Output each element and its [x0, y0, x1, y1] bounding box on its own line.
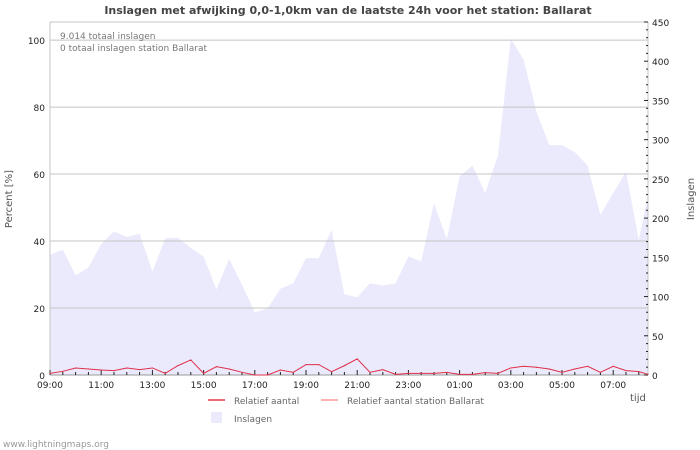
relatief-aantal-point — [49, 372, 51, 374]
relatief-aantal-point — [331, 371, 333, 373]
x-tick-label: 05:00 — [549, 381, 575, 391]
x-tick-label: 11:00 — [88, 381, 114, 391]
legend: Relatief aantal Relatief aantal station … — [208, 397, 484, 425]
relatief-aantal-point — [279, 369, 281, 371]
relatief-aantal-point — [305, 364, 307, 366]
relatief-aantal-point — [215, 366, 217, 368]
relatief-aantal-point — [241, 371, 243, 373]
relatief-aantal-point — [151, 367, 153, 369]
relatief-aantal-point — [510, 367, 512, 369]
x-tick-label: 17:00 — [242, 381, 268, 391]
relatief-aantal-point — [446, 371, 448, 373]
relatief-aantal-point — [75, 367, 77, 369]
relatief-aantal-point — [484, 372, 486, 374]
relatief-aantal-point — [177, 365, 179, 367]
relatief-aantal-point — [382, 369, 384, 371]
relatief-aantal-point — [395, 373, 397, 375]
x-tick-label: 13:00 — [139, 381, 165, 391]
relatief-aantal-point — [343, 365, 345, 367]
relatief-aantal-line — [49, 358, 649, 376]
x-axis-label: tijd — [630, 393, 646, 404]
y-left-tick-label: 100 — [28, 37, 45, 47]
y-right-tick-label: 150 — [652, 254, 669, 264]
y-right-tick-label: 450 — [652, 19, 669, 29]
y-right-label: Inslagen — [686, 178, 697, 220]
y-left-tick-label: 60 — [34, 171, 46, 181]
relatief-aantal-point — [625, 370, 627, 372]
footer-credit: www.lightningmaps.org — [3, 440, 109, 450]
y-right-tick-label: 0 — [652, 372, 658, 382]
y-right-tick-label: 400 — [652, 58, 669, 68]
relatief-aantal-point — [164, 372, 166, 374]
relatief-aantal-point — [318, 364, 320, 366]
relatief-aantal-point — [100, 369, 102, 371]
relatief-aantal-point — [62, 370, 64, 372]
relatief-aantal-point — [356, 358, 358, 360]
y-right-tick-label: 100 — [652, 294, 669, 304]
plot-area: 0 20 40 60 80 100 0 50 100 150 200 250 300 350 400 450 0… — [28, 19, 670, 391]
relatief-aantal-point — [561, 371, 563, 373]
relatief-aantal-point — [228, 368, 230, 370]
relatief-aantal-point — [647, 373, 649, 375]
relatief-aantal-point — [638, 371, 640, 373]
relatief-aantal-point — [523, 365, 525, 367]
annotation-station: 0 totaal inslagen station Ballarat — [60, 44, 208, 54]
y-right-tick-label: 350 — [652, 97, 669, 107]
inslagen-area — [50, 38, 648, 376]
y-right-tick-label: 250 — [652, 176, 669, 186]
y-right-tick-label: 200 — [652, 215, 669, 225]
x-tick-label: 09:00 — [37, 381, 63, 391]
x-tick-label: 01:00 — [447, 381, 473, 391]
relatief-aantal-point — [190, 359, 192, 361]
legend-label-inslagen: Inslagen — [234, 415, 272, 425]
x-tick-label: 03:00 — [498, 381, 524, 391]
relatief-aantal-point — [113, 370, 115, 372]
relatief-aantal-point — [471, 373, 473, 375]
relatief-aantal-point — [203, 372, 205, 374]
x-tick-label: 07:00 — [600, 381, 626, 391]
y-left-tick-label: 0 — [39, 372, 45, 382]
relatief-aantal-point — [599, 371, 602, 373]
relatief-aantal-point — [420, 372, 422, 374]
relatief-aantal-point — [87, 368, 89, 370]
y-left-tick-label: 20 — [34, 305, 46, 315]
relatief-aantal-point — [407, 372, 409, 374]
relatief-aantal-point — [587, 365, 589, 367]
relatief-aantal-point — [548, 368, 550, 370]
x-tick-label: 21:00 — [344, 381, 370, 391]
y-left-tick-label: 40 — [34, 238, 46, 248]
y-left-label: Percent [%] — [4, 170, 15, 228]
x-tick-label: 23:00 — [395, 381, 421, 391]
relatief-aantal-point — [292, 371, 294, 373]
relatief-aantal-point — [433, 372, 435, 374]
y-right-tick-label: 300 — [652, 137, 669, 147]
relatief-aantal-point — [497, 372, 499, 374]
y-left-tick-label: 80 — [34, 104, 46, 114]
legend-label-station: Relatief aantal station Ballarat — [347, 397, 484, 407]
relatief-aantal-point — [459, 373, 461, 375]
relatief-aantal-point — [369, 371, 371, 373]
relatief-aantal-point — [612, 365, 614, 367]
relatief-aantal-point — [267, 374, 269, 376]
relatief-aantal-point — [535, 366, 538, 368]
y-right-tick-label: 50 — [652, 333, 664, 343]
legend-swatch-inslagen — [211, 412, 222, 423]
relatief-aantal-point — [574, 368, 576, 370]
legend-label-relatief: Relatief aantal — [234, 397, 299, 407]
x-tick-label: 19:00 — [293, 381, 319, 391]
relatief-aantal-point — [126, 367, 128, 369]
relatief-aantal-point — [139, 369, 141, 371]
relatief-aantal-point — [254, 374, 256, 376]
annotation-total: 9.014 totaal inslagen — [60, 32, 155, 42]
x-tick-label: 15:00 — [191, 381, 217, 391]
chart-title: Inslagen met afwijking 0,0-1,0km van de … — [104, 4, 591, 17]
